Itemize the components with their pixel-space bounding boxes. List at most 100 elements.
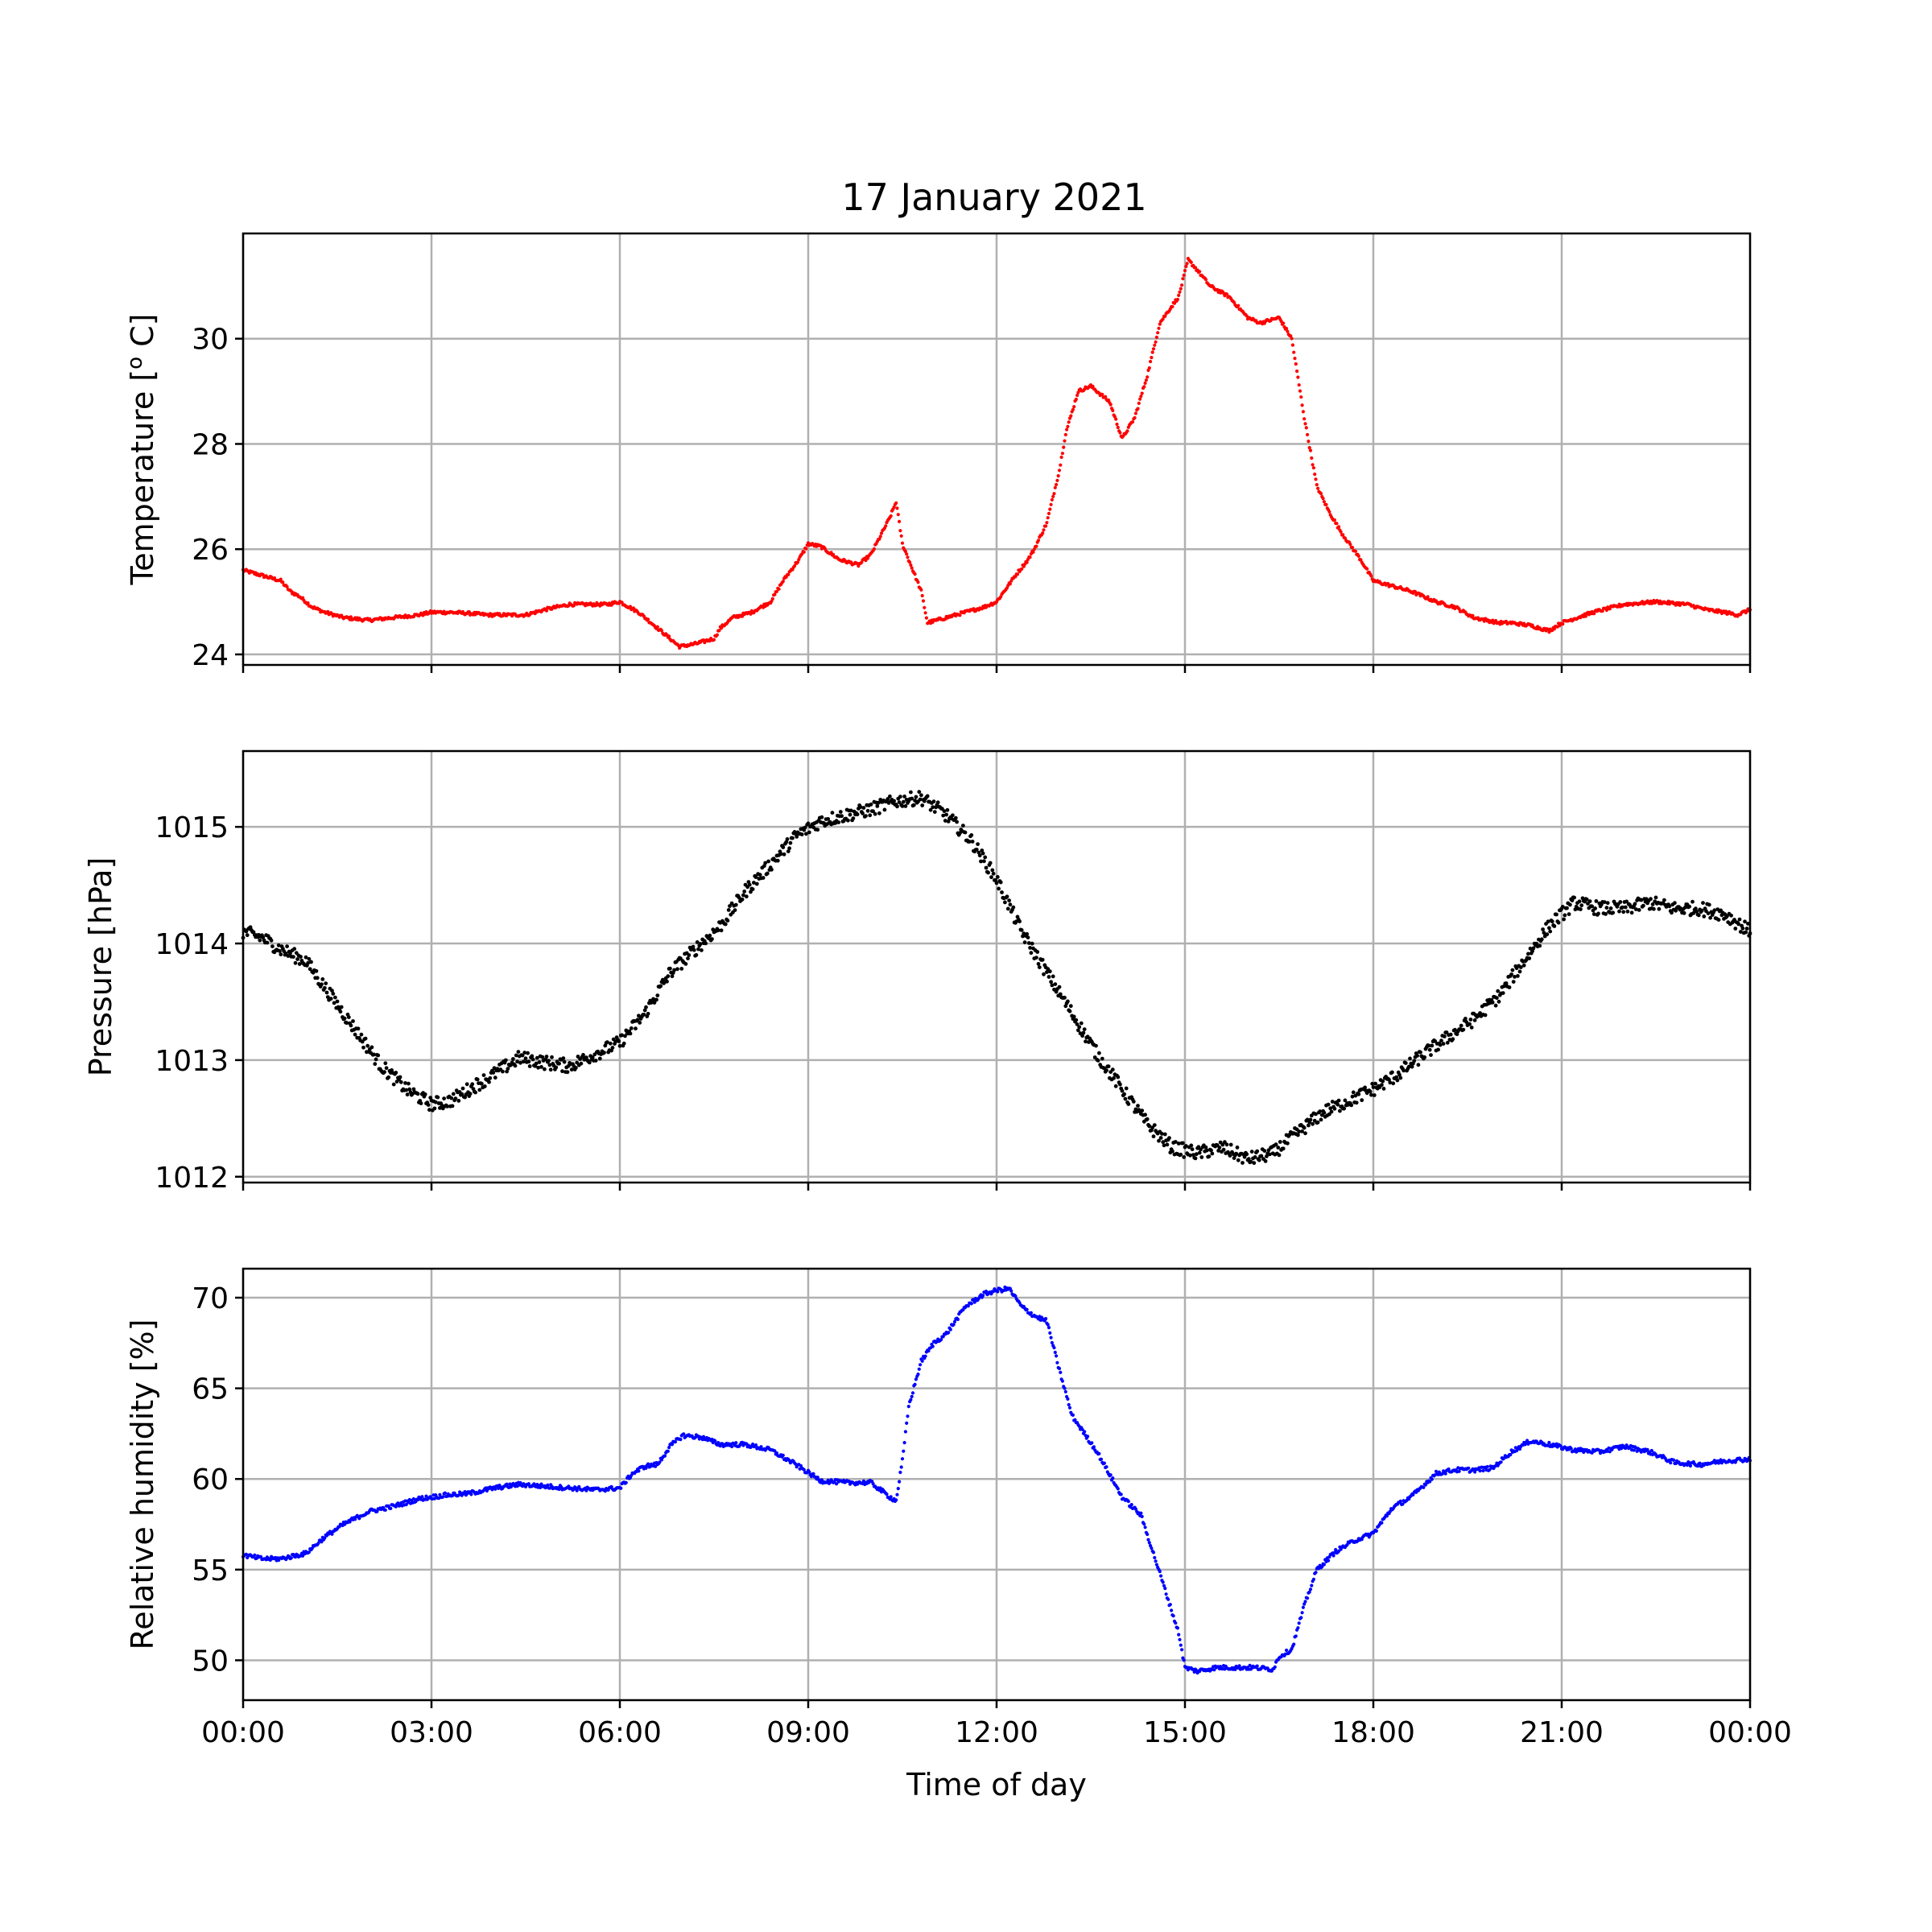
temperature-data-point	[1114, 417, 1118, 421]
temperature-data-point	[1236, 303, 1241, 308]
humidity-data-point	[1083, 1430, 1087, 1434]
temperature-data-point	[1055, 482, 1059, 487]
humidity-data-point	[947, 1331, 951, 1335]
humidity-data-point	[469, 1492, 473, 1496]
humidity-data-point	[1327, 1558, 1331, 1563]
pressure-data-point	[982, 859, 986, 864]
humidity-data-point	[1255, 1664, 1259, 1668]
pressure-data-point	[527, 1064, 532, 1068]
pressure-data-point	[1439, 1038, 1443, 1043]
pressure-data-point	[815, 828, 820, 832]
pressure-data-point	[415, 1092, 420, 1096]
pressure-data-point	[363, 1036, 368, 1041]
pressure-data-point	[1165, 1142, 1170, 1147]
temperature-data-point	[1290, 336, 1294, 341]
pressure-data-point	[342, 1016, 347, 1021]
pressure-data-point	[579, 1061, 584, 1066]
pressure-data-point	[526, 1051, 530, 1055]
pressure-data-point	[540, 1055, 545, 1059]
pressure-data-point	[1221, 1147, 1226, 1152]
humidity-data-point	[1092, 1445, 1096, 1449]
pressure-data-point	[1181, 1141, 1185, 1146]
humidity-data-point	[443, 1491, 448, 1495]
pressure-data-point	[1068, 1004, 1073, 1009]
pressure-data-point	[1079, 1021, 1084, 1026]
pressure-data-point	[1302, 1125, 1307, 1130]
pressure-data-point	[875, 804, 880, 808]
humidity-data-point	[889, 1495, 893, 1499]
pressure-data-point	[1653, 895, 1658, 900]
temperature-data-point	[1297, 383, 1301, 387]
pressure-data-point	[394, 1071, 398, 1075]
pressure-data-point	[373, 1062, 378, 1067]
temperature-ytick-label: 26	[192, 534, 229, 567]
temperature-yticks: 24 26 28 30	[192, 324, 1752, 673]
humidity-data-point	[1182, 1658, 1186, 1662]
humidity-data-point	[1066, 1397, 1070, 1401]
pressure-data-point	[608, 1041, 613, 1046]
pressure-data-point	[1047, 969, 1052, 974]
pressure-data-point	[501, 1069, 505, 1074]
pressure-data-point	[1281, 1146, 1286, 1151]
humidity-data-point	[1143, 1525, 1147, 1530]
pressure-points	[241, 790, 1752, 1166]
humidity-data-point	[913, 1382, 917, 1386]
humidity-data-point	[1688, 1463, 1692, 1468]
pressure-data-point	[356, 1026, 361, 1031]
humidity-data-point	[441, 1495, 445, 1499]
humidity-data-point	[1558, 1444, 1563, 1448]
pressure-data-point	[1641, 903, 1645, 908]
pressure-data-point	[1415, 1054, 1419, 1058]
pressure-data-point	[762, 864, 766, 869]
pressure-data-point	[332, 1001, 336, 1005]
temperature-data-point	[1369, 574, 1373, 578]
humidity-data-point	[885, 1492, 889, 1496]
pressure-data-point	[480, 1081, 484, 1086]
temperature-data-point	[1193, 266, 1198, 270]
humidity-data-point	[1009, 1289, 1013, 1293]
pressure-data-point	[286, 954, 291, 958]
pressure-data-point	[1051, 974, 1055, 979]
pressure-data-point	[1579, 903, 1584, 908]
pressure-data-point	[427, 1108, 431, 1113]
pressure-data-point	[943, 819, 947, 823]
pressure-data-point	[314, 968, 319, 973]
temperature-data-point	[1316, 486, 1320, 490]
temperature-data-point	[349, 615, 353, 619]
pressure-data-point	[628, 1031, 633, 1036]
temperature-data-point	[1279, 320, 1283, 324]
pressure-data-point	[617, 1043, 622, 1048]
pressure-data-point	[488, 1075, 493, 1080]
temperature-data-point	[1116, 425, 1120, 430]
pressure-data-point	[1063, 1004, 1068, 1009]
humidity-data-point	[1161, 1580, 1165, 1584]
pressure-data-point	[761, 876, 766, 880]
pressure-data-point	[642, 1008, 647, 1013]
pressure-data-point	[536, 1065, 540, 1070]
humidity-data-point	[1499, 1460, 1503, 1464]
pressure-data-point	[1037, 965, 1042, 969]
temperature-data-point	[1118, 431, 1122, 435]
temperature-data-point	[1059, 455, 1063, 460]
temperature-data-point	[1348, 543, 1352, 547]
pressure-data-point	[1122, 1092, 1126, 1096]
pressure-data-point	[1170, 1149, 1174, 1154]
pressure-data-point	[449, 1096, 454, 1100]
pressure-data-point	[1235, 1146, 1240, 1150]
pressure-data-point	[1625, 909, 1630, 914]
temperature-data-point	[900, 541, 905, 545]
pressure-data-point	[1040, 957, 1045, 962]
pressure-data-point	[1702, 914, 1707, 919]
temperature-data-point	[1296, 375, 1300, 379]
temperature-data-point	[1224, 292, 1229, 296]
pressure-data-point	[539, 1065, 543, 1069]
humidity-data-point	[713, 1439, 717, 1443]
humidity-data-point	[1175, 1626, 1179, 1630]
pressure-data-point	[307, 956, 312, 961]
temperature-data-point	[1561, 622, 1565, 626]
pressure-data-point	[888, 794, 892, 799]
pressure-ytick-label: 1013	[155, 1045, 229, 1078]
temperature-data-point	[487, 614, 491, 618]
temperature-data-point	[1057, 469, 1062, 473]
pressure-data-point	[1577, 899, 1582, 904]
